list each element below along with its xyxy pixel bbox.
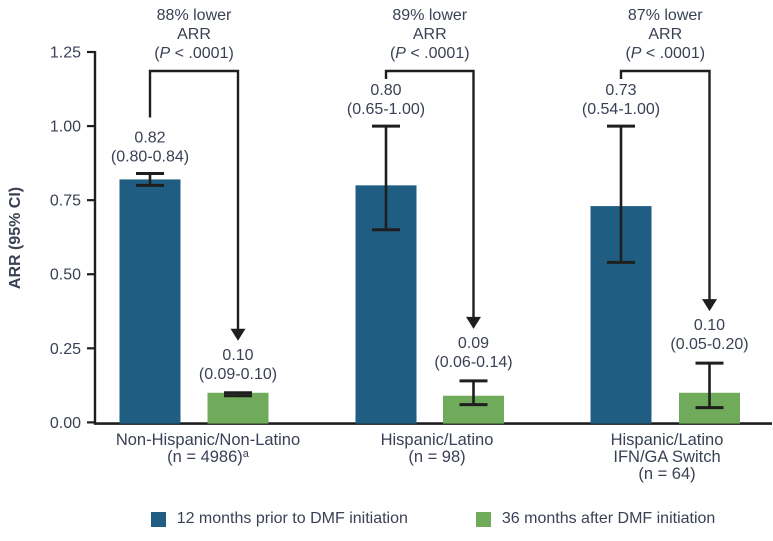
- legend-item-after: 36 months after DMF initiation: [475, 510, 716, 528]
- y-tick-label: 0.00: [50, 415, 81, 432]
- bar-value-label: 0.80: [370, 82, 401, 99]
- y-axis-title: ARR (95% CI): [7, 187, 24, 289]
- bar-prior-group-1: [119, 179, 181, 424]
- annotation-reduction: 89% lower: [392, 7, 467, 24]
- y-tick-label: 0.25: [50, 341, 81, 358]
- y-tick-label: 0.75: [50, 193, 81, 210]
- legend-label-prior: 12 months prior to DMF initiation: [176, 510, 408, 527]
- annotation-arr: ARR: [648, 26, 682, 43]
- bar-value-label: 0.73: [605, 82, 636, 99]
- down-arrowhead-icon: [702, 299, 717, 312]
- annotation-reduction: 88% lower: [157, 7, 232, 24]
- comparison-bracket: [619, 69, 711, 301]
- annotation-arr: ARR: [413, 26, 447, 43]
- legend-swatch-prior-icon: [150, 511, 166, 527]
- bar-value-label: 0.82: [134, 129, 165, 146]
- arr-bar-chart: 0.00 0.25 0.50 0.75 1.00 1.25 ARR (95% CI) 0.82…: [7, 7, 772, 483]
- bar-after-group-1: [207, 392, 269, 424]
- annotation-arr: ARR: [177, 26, 211, 43]
- bar-ci-label: (0.09-0.10): [199, 366, 277, 383]
- x-group-label: (n = 4986)a: [167, 448, 250, 466]
- comparison-bracket: [148, 69, 240, 330]
- comparison-bracket: [384, 69, 475, 318]
- down-arrowhead-icon: [466, 316, 481, 329]
- y-tick-label: 1.25: [50, 45, 81, 62]
- x-group-label: (n = 64): [638, 465, 695, 483]
- bar-ci-label: (0.54-1.00): [582, 101, 660, 118]
- legend-item-prior: 12 months prior to DMF initiation: [150, 510, 408, 528]
- annotation-reduction: 87% lower: [628, 7, 703, 24]
- bar-ci-label: (0.65-1.00): [347, 101, 425, 118]
- y-tick-label: 1.00: [50, 119, 81, 136]
- x-group-label: Non-Hispanic/Non-Latino: [116, 431, 300, 449]
- annotation-pvalue: (P < .0001): [390, 45, 470, 62]
- x-group-label: Hispanic/Latino: [381, 431, 494, 449]
- legend-swatch-after-icon: [475, 511, 491, 527]
- down-arrowhead-icon: [230, 328, 246, 341]
- annotation-pvalue: (P < .0001): [154, 45, 234, 62]
- bar-ci-label: (0.80-0.84): [111, 148, 189, 165]
- bar-ci-label: (0.05-0.20): [670, 336, 748, 353]
- bar-value-label: 0.10: [694, 317, 725, 334]
- y-tick-label: 0.50: [50, 267, 81, 284]
- bar-ci-label: (0.06-0.14): [434, 354, 512, 371]
- x-group-label: (n = 98): [408, 448, 465, 466]
- chart-legend: 12 months prior to DMF initiation 36 mon…: [95, 510, 771, 528]
- x-group-label: IFN/GA Switch: [613, 448, 720, 466]
- bar-value-label: 0.10: [222, 347, 253, 364]
- x-group-label: Hispanic/Latino: [611, 431, 724, 449]
- bar-value-label: 0.09: [458, 335, 489, 352]
- legend-label-after: 36 months after DMF initiation: [501, 510, 716, 527]
- annotation-pvalue: (P < .0001): [625, 45, 705, 62]
